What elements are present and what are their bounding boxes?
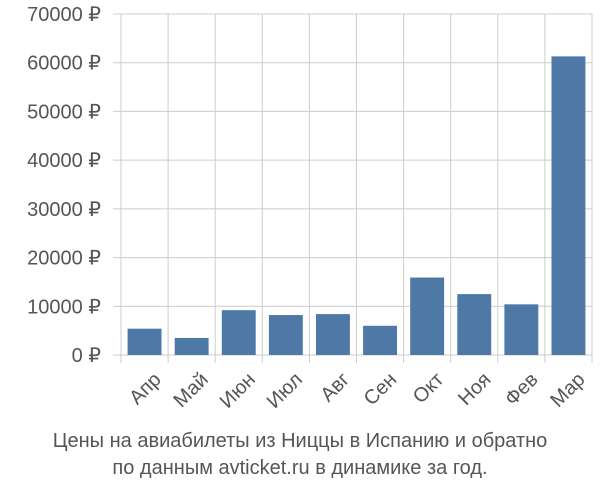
bar-3 [221, 310, 256, 355]
x-tick-label: Авг [316, 369, 354, 407]
y-tick-label: 70000 ₽ [27, 4, 101, 26]
bar-1 [127, 328, 162, 355]
bar-8 [457, 294, 492, 355]
x-tick-label: Июл [263, 369, 307, 413]
y-tick-label: 50000 ₽ [27, 101, 101, 123]
bar-2 [174, 337, 209, 355]
bar-9 [504, 304, 539, 355]
x-axis-tick-labels: Апр Май Июн Июл Авг Сен Окт Ноя Фев Мар [125, 369, 589, 413]
y-tick-label: 40000 ₽ [27, 150, 101, 172]
caption-line-2: по данным avticket.ru в динамике за год. [112, 457, 488, 479]
x-tick-label: Июн [216, 369, 260, 413]
y-tick-label: 60000 ₽ [27, 53, 101, 75]
y-tick-label: 20000 ₽ [27, 248, 101, 270]
grid-lines [113, 13, 593, 363]
y-tick-label: 10000 ₽ [27, 296, 101, 318]
y-tick-label: 0 ₽ [72, 345, 102, 367]
x-tick-label: Мар [546, 369, 589, 412]
x-tick-label: Сен [360, 369, 401, 410]
caption-line-1: Цены на авиабилеты из Ниццы в Испанию и … [52, 430, 548, 452]
x-tick-label: Май [170, 369, 213, 412]
x-tick-label: Ноя [454, 369, 495, 410]
bar-10 [551, 56, 586, 355]
bars [127, 56, 586, 355]
y-tick-label: 30000 ₽ [27, 199, 101, 221]
chart-caption: Цены на авиабилеты из Ниццы в Испанию и … [0, 428, 600, 482]
x-tick-label: Окт [409, 369, 448, 408]
bar-7 [410, 277, 445, 355]
bar-4 [268, 315, 303, 355]
bar-6 [363, 325, 398, 355]
x-tick-label: Апр [125, 369, 166, 410]
bar-5 [315, 314, 350, 355]
x-tick-label: Фев [501, 369, 543, 411]
y-axis-tick-labels: 0 ₽ 10000 ₽ 20000 ₽ 30000 ₽ 40000 ₽ 50000 ₽ 60… [27, 4, 101, 367]
